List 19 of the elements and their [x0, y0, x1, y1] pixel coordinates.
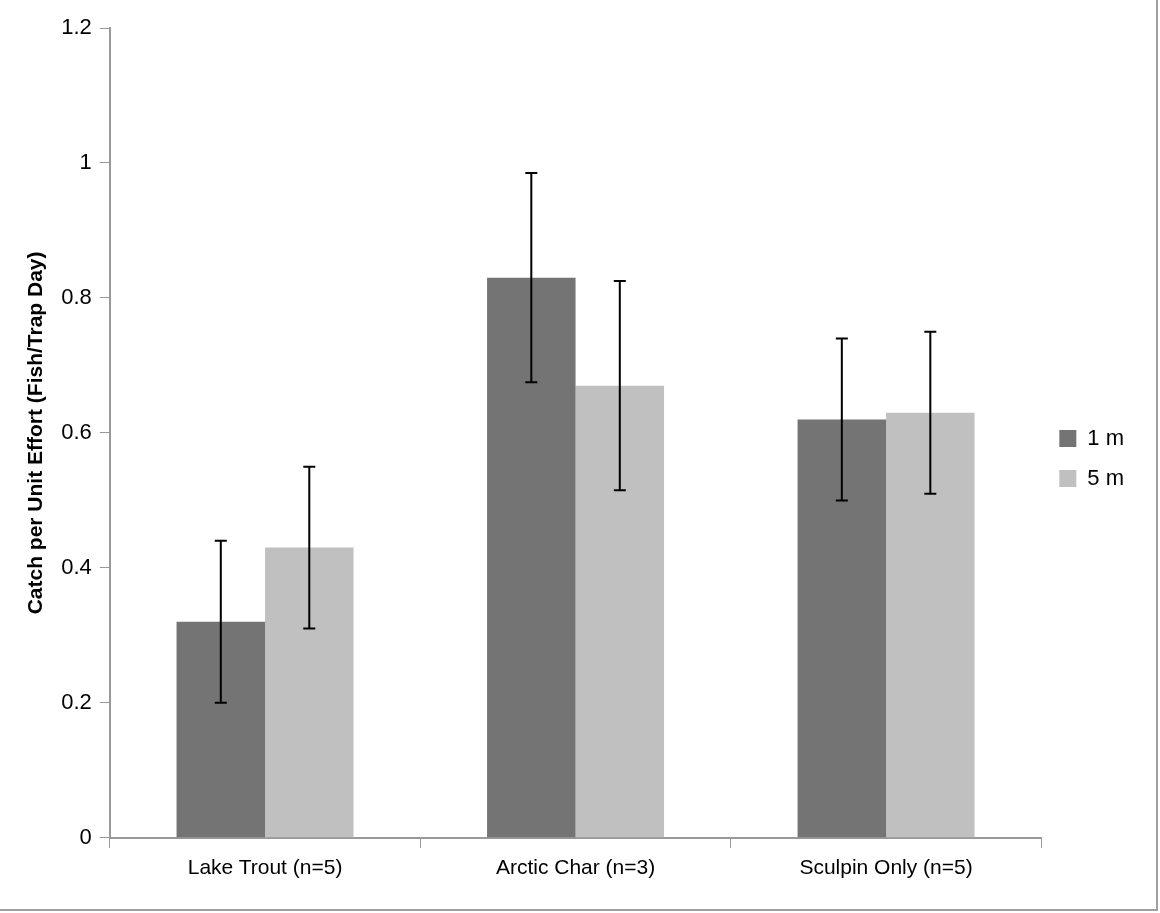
- bar: [575, 385, 665, 838]
- x-tick-label: Lake Trout (n=5): [187, 855, 343, 879]
- bar: [487, 277, 576, 838]
- x-tick-label: Arctic Char (n=3): [495, 855, 656, 879]
- y-tick-label: 0.6: [61, 418, 92, 444]
- legend-label: 5 m: [1087, 464, 1125, 490]
- y-tick-label: 0.8: [61, 284, 92, 309]
- y-tick-label: 1: [79, 149, 92, 175]
- y-tick-label: 0: [79, 823, 92, 849]
- x-tick-label: Sculpin Only (n=5): [799, 855, 973, 879]
- bar: [886, 412, 975, 838]
- bar: [176, 621, 266, 838]
- y-tick-label: 1.2: [61, 14, 92, 40]
- y-axis-title: Catch per Unit Effort (Fish/Trap Day): [23, 251, 47, 615]
- y-tick-label: 0.4: [61, 553, 92, 579]
- legend-label: 1 m: [1087, 424, 1125, 450]
- y-tick-label: 0.2: [61, 688, 92, 714]
- bar: [797, 419, 887, 838]
- bar: [265, 547, 354, 838]
